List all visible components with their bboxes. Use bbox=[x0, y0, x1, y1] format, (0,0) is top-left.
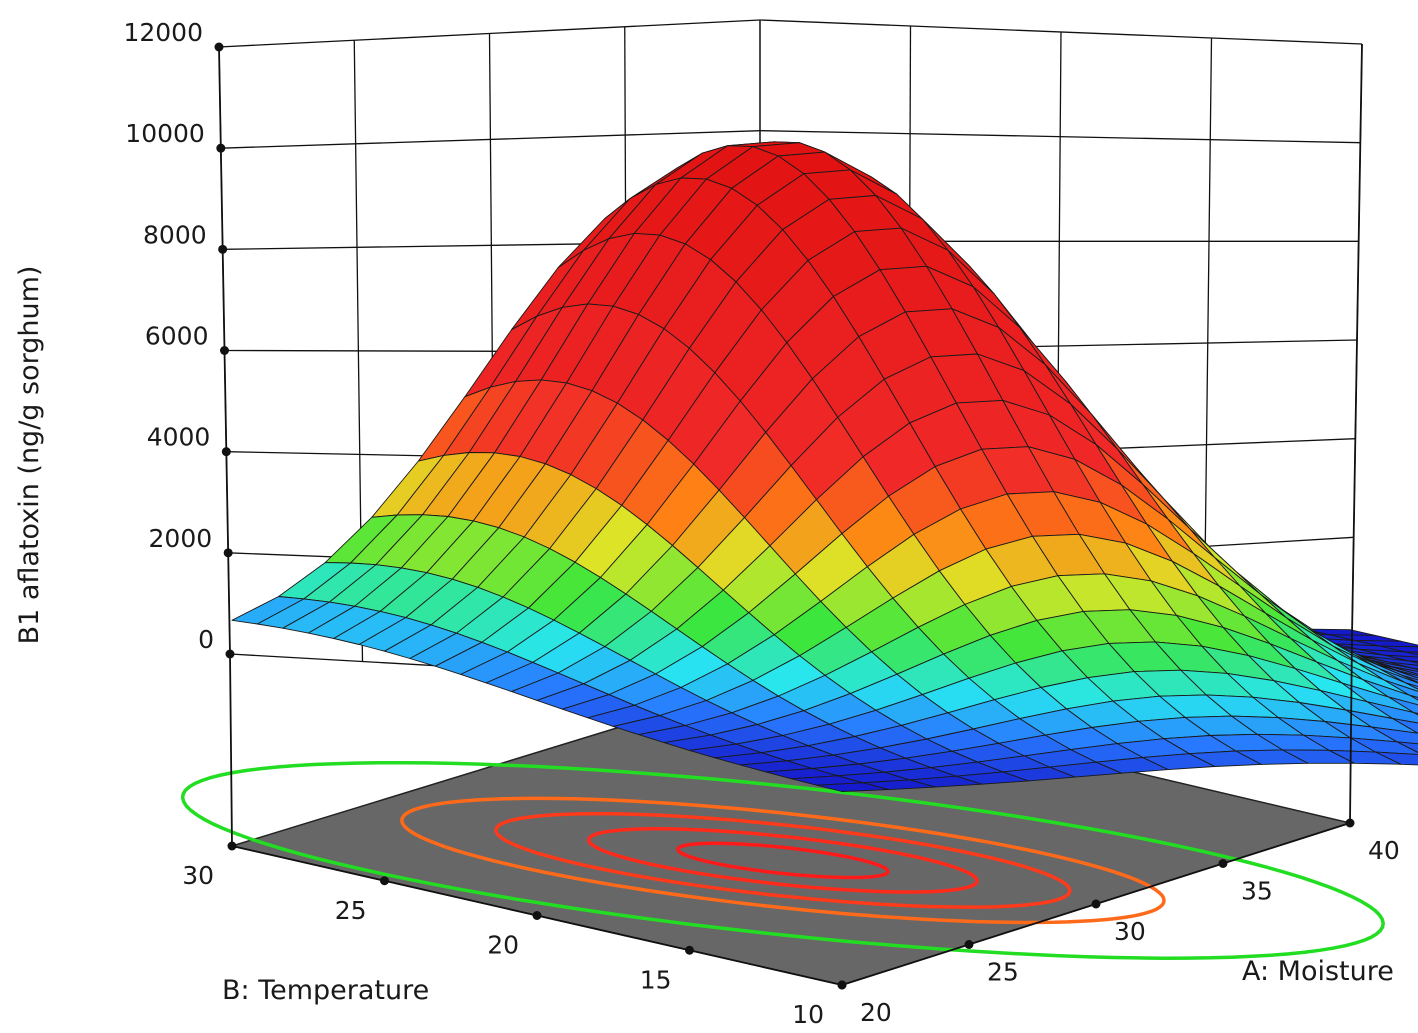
box-edge bbox=[1351, 43, 1363, 637]
response-surface bbox=[231, 141, 1418, 792]
wall-gridline bbox=[759, 19, 1363, 45]
y-tick-label: 15 bbox=[640, 965, 672, 994]
y-tick-mark bbox=[227, 841, 237, 851]
z-tick-mark bbox=[214, 42, 224, 52]
y-tick-label: 20 bbox=[487, 931, 519, 960]
y-tick-mark bbox=[685, 945, 694, 955]
z-tick-label: 6000 bbox=[145, 322, 209, 351]
y-axis-label: B: Temperature bbox=[222, 975, 429, 1006]
surface-cell bbox=[816, 782, 890, 792]
z-tick-label: 10000 bbox=[125, 119, 205, 148]
contour-line bbox=[494, 811, 1072, 909]
x-axis-label: A: Moisture bbox=[1242, 956, 1394, 987]
z-tick-mark bbox=[223, 548, 233, 558]
x-tick-label: 20 bbox=[860, 998, 892, 1027]
z-tick-label: 0 bbox=[198, 625, 214, 654]
x-tick-mark bbox=[1345, 818, 1355, 828]
x-tick-label: 30 bbox=[1114, 917, 1146, 946]
z-tick-label: 4000 bbox=[147, 423, 211, 452]
contour-line bbox=[586, 827, 979, 894]
axis-ticks: 0 2000 4000 6000 8000 10000 12000 10 15 20 25 30 20 2… bbox=[123, 18, 1399, 1029]
x-tick-mark bbox=[1218, 859, 1228, 868]
x-tick-mark bbox=[1091, 899, 1101, 909]
x-tick-label: 35 bbox=[1241, 877, 1273, 906]
z-axis-label: B1 aflatoxin (ng/g sorghum) bbox=[14, 266, 45, 645]
floor-contours bbox=[180, 760, 1385, 960]
contour-line bbox=[180, 760, 1385, 960]
z-tick-mark bbox=[225, 649, 235, 659]
z-tick-mark bbox=[216, 143, 226, 153]
z-tick-mark bbox=[221, 447, 231, 457]
y-tick-label: 10 bbox=[792, 1000, 824, 1029]
x-tick-mark bbox=[837, 980, 847, 990]
z-tick-label: 8000 bbox=[143, 220, 207, 249]
y-tick-mark bbox=[380, 876, 389, 886]
box-edge bbox=[229, 653, 233, 847]
x-tick-mark bbox=[964, 940, 974, 949]
z-tick-label: 12000 bbox=[123, 18, 203, 47]
box-edge bbox=[1349, 635, 1353, 824]
x-tick-label: 40 bbox=[1368, 836, 1400, 865]
x-tick-label: 25 bbox=[987, 958, 1019, 987]
y-tick-label: 30 bbox=[182, 861, 214, 890]
z-tick-label: 2000 bbox=[149, 524, 213, 553]
y-tick-mark bbox=[532, 911, 542, 920]
contour-line bbox=[676, 841, 890, 880]
z-tick-mark bbox=[218, 244, 228, 254]
y-tick-label: 25 bbox=[335, 896, 367, 925]
z-tick-mark bbox=[220, 346, 229, 355]
